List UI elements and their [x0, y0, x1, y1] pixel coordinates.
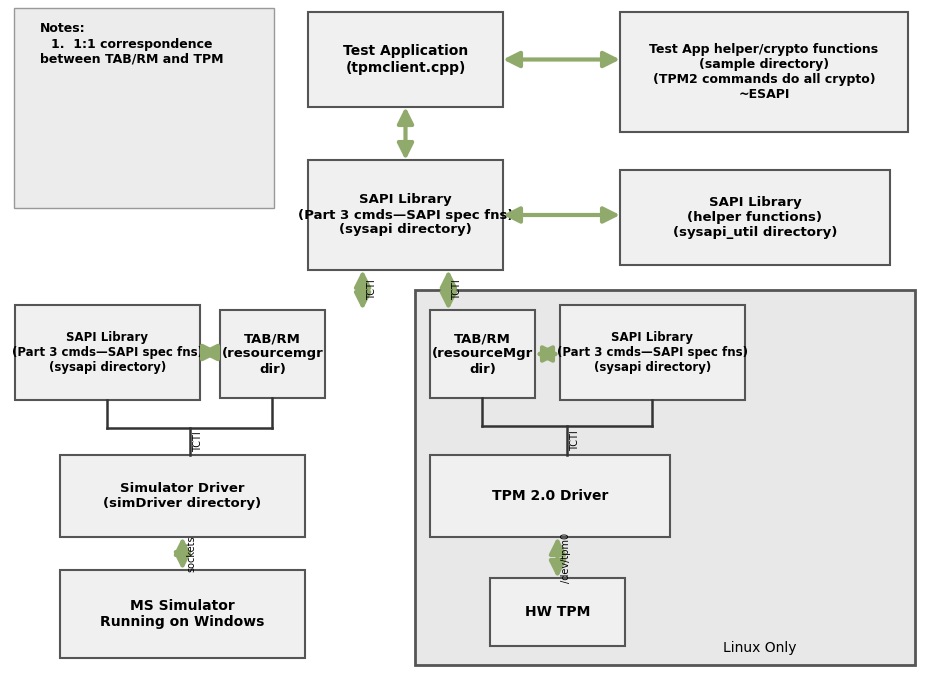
Text: 1.  1:1 correspondence
between TAB/RM and TPM: 1. 1:1 correspondence between TAB/RM and… — [40, 38, 223, 66]
Text: MS Simulator
Running on Windows: MS Simulator Running on Windows — [100, 599, 265, 629]
Bar — [60, 455, 305, 537]
Text: Linux Only: Linux Only — [723, 641, 796, 655]
Bar — [430, 310, 535, 398]
Bar — [560, 305, 745, 400]
Text: TCTI: TCTI — [452, 279, 463, 300]
Text: TCTI: TCTI — [193, 431, 203, 452]
Text: /dev/tpm0: /dev/tpm0 — [562, 532, 572, 582]
Text: Simulator Driver
(simDriver directory): Simulator Driver (simDriver directory) — [104, 482, 261, 510]
Bar — [15, 305, 200, 400]
Text: SAPI Library
(Part 3 cmds—SAPI spec fns)
(sysapi directory): SAPI Library (Part 3 cmds—SAPI spec fns)… — [298, 193, 514, 237]
Text: SAPI Library
(Part 3 cmds—SAPI spec fns)
(sysapi directory): SAPI Library (Part 3 cmds—SAPI spec fns)… — [557, 331, 748, 374]
Text: Notes:: Notes: — [40, 22, 85, 35]
Bar — [308, 12, 503, 107]
Bar — [415, 290, 915, 665]
Text: Test App helper/crypto functions
(sample directory)
(TPM2 commands do all crypto: Test App helper/crypto functions (sample… — [650, 43, 879, 101]
Bar — [430, 455, 670, 537]
Text: SAPI Library
(Part 3 cmds—SAPI spec fns)
(sysapi directory): SAPI Library (Part 3 cmds—SAPI spec fns)… — [12, 331, 203, 374]
Text: HW TPM: HW TPM — [525, 605, 590, 619]
Text: Test Application
(tpmclient.cpp): Test Application (tpmclient.cpp) — [343, 44, 468, 75]
Text: TAB/RM
(resourcemgr
dir): TAB/RM (resourcemgr dir) — [222, 332, 324, 376]
Bar — [220, 310, 325, 398]
Text: SAPI Library
(helper functions)
(sysapi_util directory): SAPI Library (helper functions) (sysapi_… — [673, 196, 837, 239]
Bar — [490, 578, 625, 646]
Bar — [620, 170, 890, 265]
Text: sockets: sockets — [186, 535, 197, 572]
Text: TPM 2.0 Driver: TPM 2.0 Driver — [492, 489, 608, 503]
Bar — [60, 570, 305, 658]
Text: TCTI: TCTI — [570, 430, 580, 451]
Bar — [308, 160, 503, 270]
Bar — [14, 8, 274, 208]
Text: TAB/RM
(resourceMgr
dir): TAB/RM (resourceMgr dir) — [432, 332, 533, 376]
Text: TCTI: TCTI — [366, 279, 376, 300]
Bar — [620, 12, 908, 132]
